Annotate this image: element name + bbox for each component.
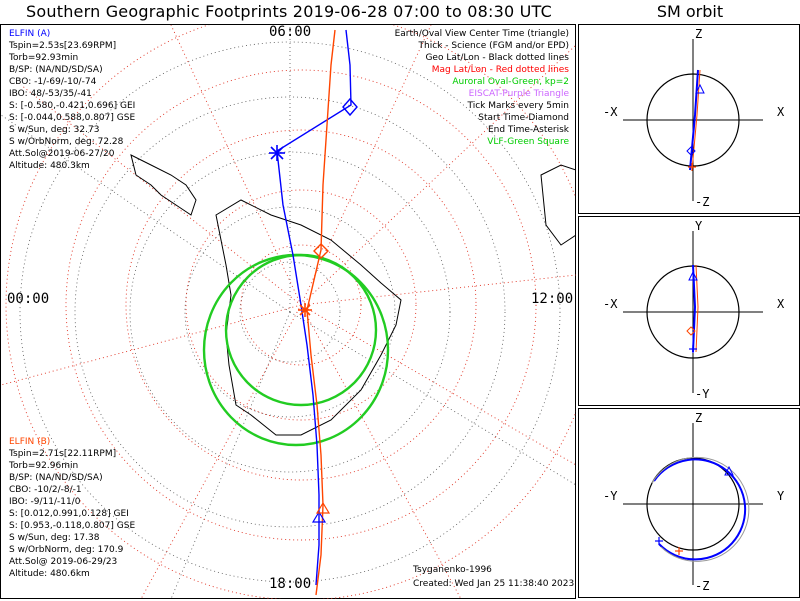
elfin-a-line-6: S: [-0.044,0.588,0.807] GSE	[9, 113, 136, 123]
elfin-b-center-triangle	[315, 501, 331, 514]
sm-panel-xy-plot	[623, 231, 763, 393]
elfin-a-line-2: B/SP: (NA/ND/SD/SA)	[9, 65, 103, 75]
elfin-a-center-triangle	[311, 510, 327, 523]
sm1-right-label: X	[777, 105, 785, 119]
sm-panel-xz: Z -Z -X X	[578, 24, 800, 214]
elfin-a-line-9: Att.Sol@2019-06-27/20	[9, 149, 115, 159]
elfin-a-start-diamond	[342, 97, 358, 117]
sm-panel-xy: Y -Y -X X	[578, 216, 800, 406]
elfin-a-line-4: IBO: 48/-53/35/-41	[9, 89, 92, 99]
plot-title: Southern Geographic Footprints 2019-06-2…	[26, 2, 552, 21]
elfin-a-line-7: S w/Sun, deg: 32.73	[9, 125, 100, 135]
sm3-top-label: Z	[695, 411, 703, 425]
elfin-a-track	[276, 29, 352, 586]
sm3-right-label: Y	[777, 489, 785, 503]
elfin-b-end-asterisk	[298, 303, 312, 317]
elfin-a-name: ELFIN (A)	[9, 29, 51, 39]
elfin-b-name: ELFIN (B)	[9, 437, 51, 447]
sm1-top-label: Z	[695, 27, 703, 41]
legend-item-5: EISCAT-Purple Triangle	[468, 89, 569, 99]
auroral-oval-inner	[224, 253, 378, 407]
elfin-b-line-2: B/SP: (NA/ND/SD/SA)	[9, 473, 103, 483]
sm1-left-label: -X	[603, 105, 618, 119]
sm3-bottom-label: -Z	[695, 579, 710, 593]
elfin-a-line-3: CBO: -1/-69/-10/-74	[9, 77, 97, 87]
mag-meridians	[1, 25, 576, 599]
elfin-b-line-5: S: [0.012,0.991,0.128] GEI	[9, 509, 129, 519]
legend-item-0: Earth/Oval View Center Time (triangle)	[394, 29, 569, 39]
sm1-bottom-label: -Z	[695, 195, 710, 209]
sm-panel-xz-plot	[623, 39, 763, 201]
sm-orbit-panels: Z -Z -X X Y -Y -X X	[578, 24, 800, 600]
elfin-a-line-0: Tspin=2.53s[23.69RPM]	[9, 41, 117, 51]
south-america-outline	[130, 154, 197, 216]
legend-item-6: Tick Marks every 5min	[467, 101, 569, 111]
elfin-a-end-asterisk	[269, 145, 285, 161]
elfin-b-line-7: S w/Sun, deg: 17.38	[9, 533, 100, 543]
sm-panel-yz-plot	[623, 423, 763, 585]
elfin-b-line-9: Att.Sol@ 2019-06-29/23	[9, 557, 118, 567]
footprint-map	[1, 25, 576, 599]
legend-item-7: Start Time-Diamond	[478, 113, 569, 123]
elfin-a-line-8: S w/OrbNorm, deg: 72.28	[9, 137, 124, 147]
time-label-top: 06:00	[269, 24, 312, 40]
time-label-right: 12:00	[531, 291, 574, 307]
sm2-top-label: Y	[695, 219, 703, 233]
mag-lat-circles	[5, 25, 576, 599]
legend-item-3: Mag Lat/Lon - Red dotted lines	[431, 65, 569, 75]
elfin-b-start-diamond	[313, 243, 329, 259]
elfin-a-line-10: Altitude: 480.3km	[9, 161, 90, 171]
sm-orbit-title: SM orbit	[656, 2, 724, 21]
legend-item-9: VLF-Green Square	[487, 137, 569, 147]
time-label-left: 00:00	[7, 291, 50, 307]
legend-item-4: Auroral Oval-Green, kp=2	[452, 77, 569, 87]
elfin-b-line-8: S w/OrbNorm, deg: 170.9	[9, 545, 124, 555]
elfin-b-track	[306, 29, 336, 596]
australia-outline	[540, 164, 576, 246]
elfin-b-line-4: IBO: -9/11/-11/0	[9, 497, 81, 507]
elfin-a-line-1: Torb=92.93min	[9, 53, 79, 63]
elfin-b-line-10: Altitude: 480.6km	[9, 569, 90, 579]
created-label: Created: Wed Jan 25 11:38:40 2023	[413, 579, 575, 589]
legend-item-8: End Time-Asterisk	[487, 125, 569, 135]
legend-item-1: Thick - Science (FGM and/or EPD)	[418, 41, 569, 51]
sm-panel-yz: Z -Z -Y Y	[578, 408, 800, 598]
model-label: Tsyganenko-1996	[413, 565, 492, 575]
time-label-bottom: 18:00	[269, 576, 312, 592]
sm2-right-label: X	[777, 297, 785, 311]
elfin-b-line-1: Torb=92.96min	[9, 461, 79, 471]
sm2-bottom-label: -Y	[695, 387, 710, 401]
geo-lat-circles	[19, 41, 561, 583]
elfin-a-line-5: S: [-0.580,-0.421,0.696] GEI	[9, 101, 136, 111]
sm2-left-label: -X	[603, 297, 618, 311]
sm3-left-label: -Y	[603, 489, 618, 503]
footprint-map-panel: 06:00 00:00 12:00 18:00 ELFIN (A) Tspin=…	[0, 24, 576, 599]
legend-item-2: Geo Lat/Lon - Black dotted lines	[425, 53, 569, 63]
elfin-b-line-6: S: [0.953,-0.118,0.807] GSE	[9, 521, 136, 531]
elfin-b-line-0: Tspin=2.71s[22.11RPM]	[9, 449, 117, 459]
elfin-b-line-3: CBO: -10/2/-8/-1	[9, 485, 82, 495]
